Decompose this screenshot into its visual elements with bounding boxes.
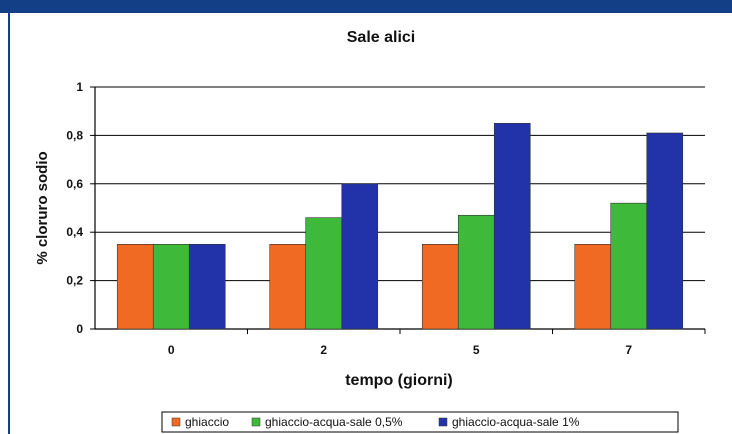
- legend-entry: ghiaccio-acqua-sale 1%: [452, 415, 580, 429]
- bar-1-cat-0: [116, 244, 154, 330]
- x-tick-label: 0: [168, 343, 175, 357]
- bar-2-cat-2: [305, 217, 343, 330]
- legend-swatch: [171, 417, 181, 427]
- bar-1-cat-7: [574, 244, 612, 330]
- legend: ghiaccio ghiaccio-acqua-sale 0,5% ghiaccio…: [161, 411, 679, 433]
- y-tick-label: 0: [76, 322, 83, 336]
- legend-swatch: [251, 417, 261, 427]
- bar-1-cat-5: [421, 244, 459, 330]
- x-axis-label: tempo (giorni): [345, 372, 453, 389]
- y-tick-label: 0,6: [66, 177, 83, 191]
- legend-swatch: [438, 417, 448, 427]
- legend-entry: ghiaccio: [185, 415, 229, 429]
- header-bar: [0, 0, 732, 13]
- y-tick-label: 0,8: [66, 128, 83, 142]
- bar-2-cat-7: [610, 202, 648, 330]
- bar-1-cat-2: [269, 244, 307, 330]
- x-tick-label: 5: [473, 343, 480, 357]
- bar-2-cat-5: [457, 214, 495, 330]
- chart-title: Sale alici: [347, 29, 416, 46]
- bar-3-cat-5: [493, 123, 531, 330]
- x-tick-label: 7: [625, 343, 632, 357]
- left-border-rule: [8, 13, 10, 434]
- y-tick-label: 0,4: [66, 225, 83, 239]
- bar-2-cat-0: [152, 244, 190, 330]
- bar-3-cat-2: [341, 183, 379, 330]
- x-tick-label: 2: [320, 343, 327, 357]
- legend-entry: ghiaccio-acqua-sale 0,5%: [265, 415, 403, 429]
- bar-3-cat-0: [188, 244, 226, 330]
- legend-box: [161, 411, 679, 433]
- y-tick-label: 1: [76, 80, 83, 94]
- y-axis-label: % cloruro sodio: [34, 151, 51, 264]
- plot-area: 0 0,2 0,4 0,6 0,8 1 0 2 5 7: [66, 80, 706, 357]
- y-tick-label: 0,2: [66, 274, 83, 288]
- bar-3-cat-7: [646, 132, 684, 330]
